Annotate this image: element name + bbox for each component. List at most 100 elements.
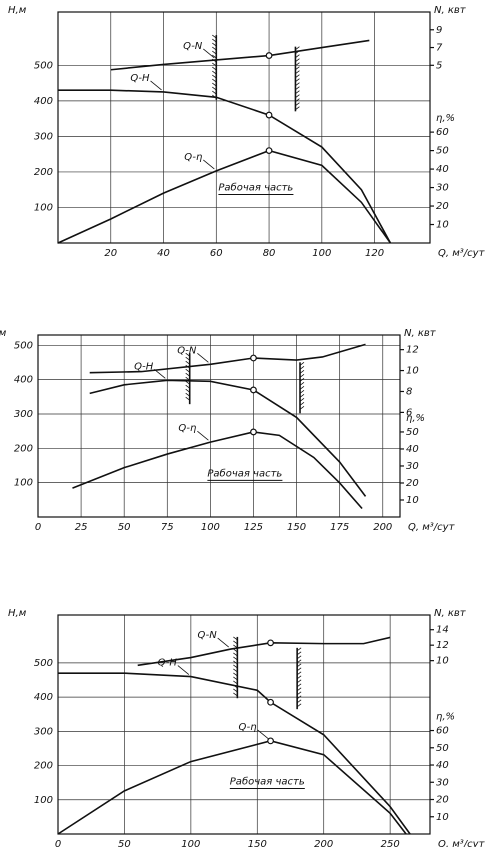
- hatch: [295, 78, 300, 82]
- hatch: [299, 361, 305, 366]
- hatch: [295, 54, 300, 58]
- optimum-point: [267, 698, 274, 706]
- legend-label: Q-η: [178, 423, 196, 434]
- hatch: [299, 401, 305, 406]
- hatch: [212, 66, 217, 71]
- plot-frame: [37, 334, 401, 518]
- hatch: [296, 691, 302, 696]
- hatch: [233, 664, 238, 669]
- hatch: [233, 676, 238, 681]
- hatch: [233, 656, 238, 661]
- y-tick-label: 100: [14, 478, 33, 489]
- x-tick-label: 25: [75, 522, 88, 533]
- hatch: [299, 381, 305, 386]
- hatch: [296, 667, 302, 672]
- y2-tick-label: 30: [406, 461, 419, 472]
- y-tick-label: 500: [34, 60, 53, 71]
- x-tick-label: 100: [201, 522, 220, 533]
- x-tick-label: 60: [210, 248, 223, 259]
- hatch: [212, 86, 217, 91]
- hatch: [212, 82, 217, 87]
- hatch: [233, 660, 238, 665]
- x-tick-label: 125: [244, 522, 263, 533]
- hatch: [212, 78, 217, 83]
- y3-axis-label: N, квт: [434, 608, 467, 619]
- hatch: [296, 659, 302, 664]
- y-tick-label: 400: [34, 96, 53, 107]
- legend-leader: [197, 430, 209, 441]
- hatch: [233, 668, 238, 673]
- hatch: [212, 50, 217, 55]
- y2-tick-label: 40: [406, 444, 419, 455]
- y3-tick-label: 14: [436, 625, 449, 636]
- y-axis-label: H,м: [8, 608, 27, 619]
- hatch: [296, 675, 302, 680]
- hatch: [185, 376, 190, 381]
- y3-tick-label: 5: [436, 60, 442, 71]
- y3-tick-label: 10: [436, 656, 449, 667]
- hatch: [233, 672, 238, 677]
- legend-label: Q-N: [198, 630, 218, 641]
- y2-axis-label: η,%: [406, 413, 425, 424]
- y-tick-label: 400: [34, 692, 53, 703]
- y-tick-label: 500: [14, 340, 33, 351]
- plot-frame: [57, 11, 431, 244]
- hatch: [299, 369, 305, 374]
- y2-tick-label: 10: [436, 220, 449, 231]
- hatch: [233, 680, 238, 685]
- annotation: Рабочая часть: [207, 467, 282, 479]
- hatch: [299, 397, 305, 402]
- hatch: [185, 392, 190, 397]
- x-tick-label: 120: [365, 248, 384, 259]
- hatch: [295, 58, 300, 62]
- y2-tick-label: 10: [406, 495, 419, 506]
- hatch: [185, 396, 190, 401]
- y2-axis-label: η,%: [436, 712, 455, 723]
- y-axis-label: H,м: [0, 328, 7, 339]
- x-axis-label: Q, м³/сут: [408, 522, 456, 533]
- x-axis-label: Q, м³/сут: [438, 839, 485, 847]
- optimum-point: [250, 428, 257, 436]
- hatch: [233, 648, 238, 653]
- legend-label: Q-η: [239, 722, 257, 733]
- y2-tick-label: 20: [436, 795, 449, 806]
- curve: [110, 39, 370, 71]
- optimum-point: [265, 147, 273, 155]
- legend-label: Q-H: [158, 658, 178, 669]
- y3-tick-label: 9: [436, 25, 442, 36]
- x-tick-label: 200: [314, 839, 333, 847]
- x-tick-label: 20: [104, 248, 117, 259]
- y3-tick-label: 7: [436, 43, 443, 54]
- hatch: [212, 62, 217, 67]
- hatch: [233, 652, 238, 657]
- legend-label: Q-H: [130, 73, 150, 84]
- hatch: [296, 703, 302, 708]
- hatch: [295, 90, 300, 94]
- hatch: [295, 70, 300, 74]
- y3-tick-label: 10: [406, 366, 419, 377]
- optimum-point: [265, 111, 273, 119]
- y3-tick-label: 6: [406, 407, 412, 418]
- y-tick-label: 200: [34, 761, 53, 772]
- y2-tick-label: 40: [436, 760, 449, 771]
- x-tick-label: 50: [118, 522, 131, 533]
- y2-tick-label: 20: [406, 478, 419, 489]
- y2-tick-label: 20: [436, 201, 449, 212]
- hatch: [212, 42, 217, 47]
- hatch: [299, 365, 305, 370]
- hatch: [299, 377, 305, 382]
- legend-label: Q-N: [183, 41, 203, 52]
- x-tick-label: 50: [118, 839, 131, 847]
- y3-axis-label: N, квт: [404, 328, 437, 339]
- x-axis-label: Q, м³/сут: [438, 248, 485, 259]
- curve: [57, 149, 392, 244]
- y3-tick-label: 12: [406, 345, 419, 356]
- hatch: [185, 360, 190, 365]
- legend-leader: [197, 352, 209, 363]
- annotation: Рабочая часть: [218, 182, 293, 194]
- hatch: [233, 640, 238, 645]
- hatch: [299, 405, 305, 410]
- hatch: [212, 34, 217, 39]
- hatch: [299, 389, 305, 394]
- legend-label: Q-H: [134, 361, 154, 372]
